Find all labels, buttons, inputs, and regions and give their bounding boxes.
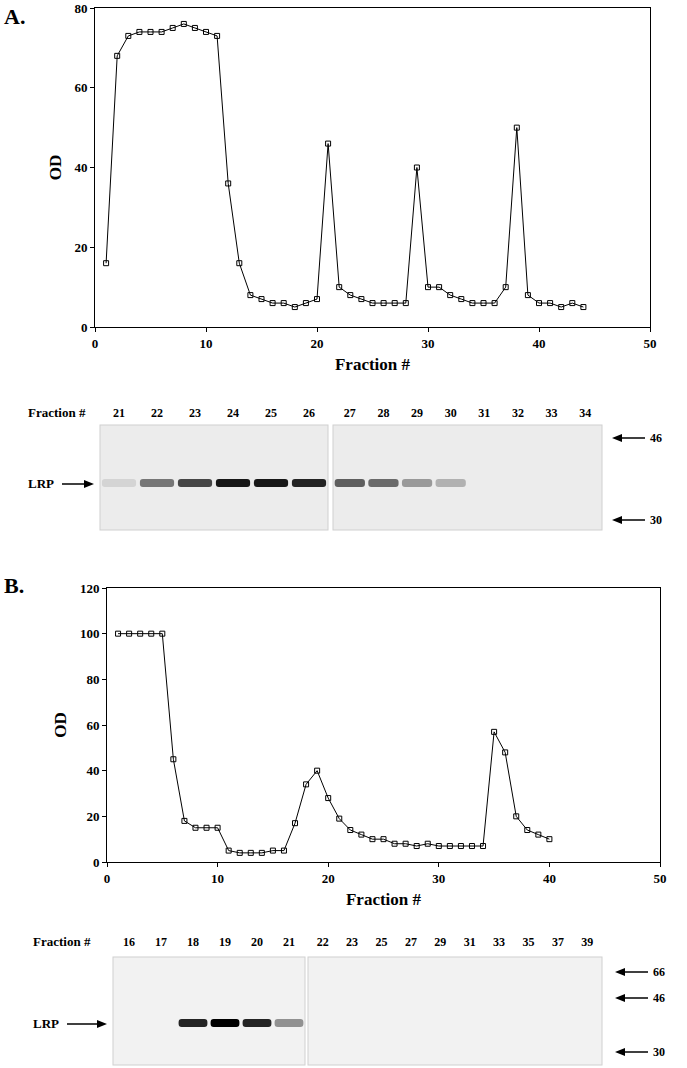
svg-text:30: 30 [653,1045,665,1059]
svg-text:0: 0 [81,320,88,335]
svg-text:32: 32 [512,406,524,420]
svg-text:23: 23 [189,406,201,420]
svg-text:31: 31 [478,406,490,420]
svg-text:26: 26 [303,406,315,420]
svg-text:60: 60 [74,80,87,95]
svg-text:0: 0 [92,336,99,351]
svg-text:LRP: LRP [33,1016,59,1031]
svg-text:40: 40 [533,336,546,351]
svg-text:27: 27 [405,935,417,949]
svg-text:Fraction #: Fraction # [346,890,422,909]
svg-text:10: 10 [200,336,213,351]
svg-text:31: 31 [464,935,476,949]
svg-text:80: 80 [86,672,99,687]
svg-text:21: 21 [283,935,295,949]
svg-text:46: 46 [650,431,662,445]
svg-text:30: 30 [445,406,457,420]
svg-text:37: 37 [552,935,564,949]
svg-text:29: 29 [411,406,423,420]
svg-text:20: 20 [322,871,335,886]
svg-text:60: 60 [86,718,99,733]
svg-text:OD: OD [46,155,65,181]
svg-text:0: 0 [104,871,111,886]
svg-text:50: 50 [654,871,667,886]
svg-text:29: 29 [434,935,446,949]
svg-text:Fraction #: Fraction # [33,934,91,949]
svg-text:46: 46 [653,991,665,1005]
svg-text:22: 22 [151,406,163,420]
svg-text:20: 20 [74,240,87,255]
svg-text:34: 34 [579,406,591,420]
svg-text:35: 35 [523,935,535,949]
svg-text:16: 16 [123,935,135,949]
svg-text:30: 30 [422,336,435,351]
svg-text:30: 30 [432,871,445,886]
svg-text:80: 80 [74,1,87,16]
svg-text:LRP: LRP [28,476,54,491]
svg-text:25: 25 [376,935,388,949]
svg-text:24: 24 [227,406,239,420]
svg-text:40: 40 [86,763,99,778]
svg-text:39: 39 [581,935,593,949]
svg-text:22: 22 [317,935,329,949]
svg-text:20: 20 [86,809,99,824]
svg-text:40: 40 [74,160,87,175]
svg-text:Fraction #: Fraction # [335,355,411,374]
svg-text:25: 25 [265,406,277,420]
svg-text:19: 19 [219,935,231,949]
svg-text:28: 28 [377,406,389,420]
svg-text:100: 100 [80,626,100,641]
svg-text:21: 21 [113,406,125,420]
svg-text:30: 30 [650,513,662,527]
svg-text:23: 23 [346,935,358,949]
svg-text:40: 40 [543,871,556,886]
svg-text:33: 33 [546,406,558,420]
svg-text:20: 20 [251,935,263,949]
svg-text:17: 17 [155,935,167,949]
svg-text:27: 27 [344,406,356,420]
svg-text:B.: B. [4,573,24,598]
svg-text:33: 33 [493,935,505,949]
svg-text:0: 0 [93,855,100,870]
svg-text:120: 120 [80,581,100,596]
svg-text:10: 10 [211,871,224,886]
svg-text:OD: OD [51,712,70,738]
svg-text:Fraction #: Fraction # [28,405,86,420]
svg-text:66: 66 [653,965,665,979]
svg-text:20: 20 [311,336,324,351]
svg-text:50: 50 [644,336,657,351]
svg-text:18: 18 [187,935,199,949]
svg-text:A.: A. [4,4,25,29]
